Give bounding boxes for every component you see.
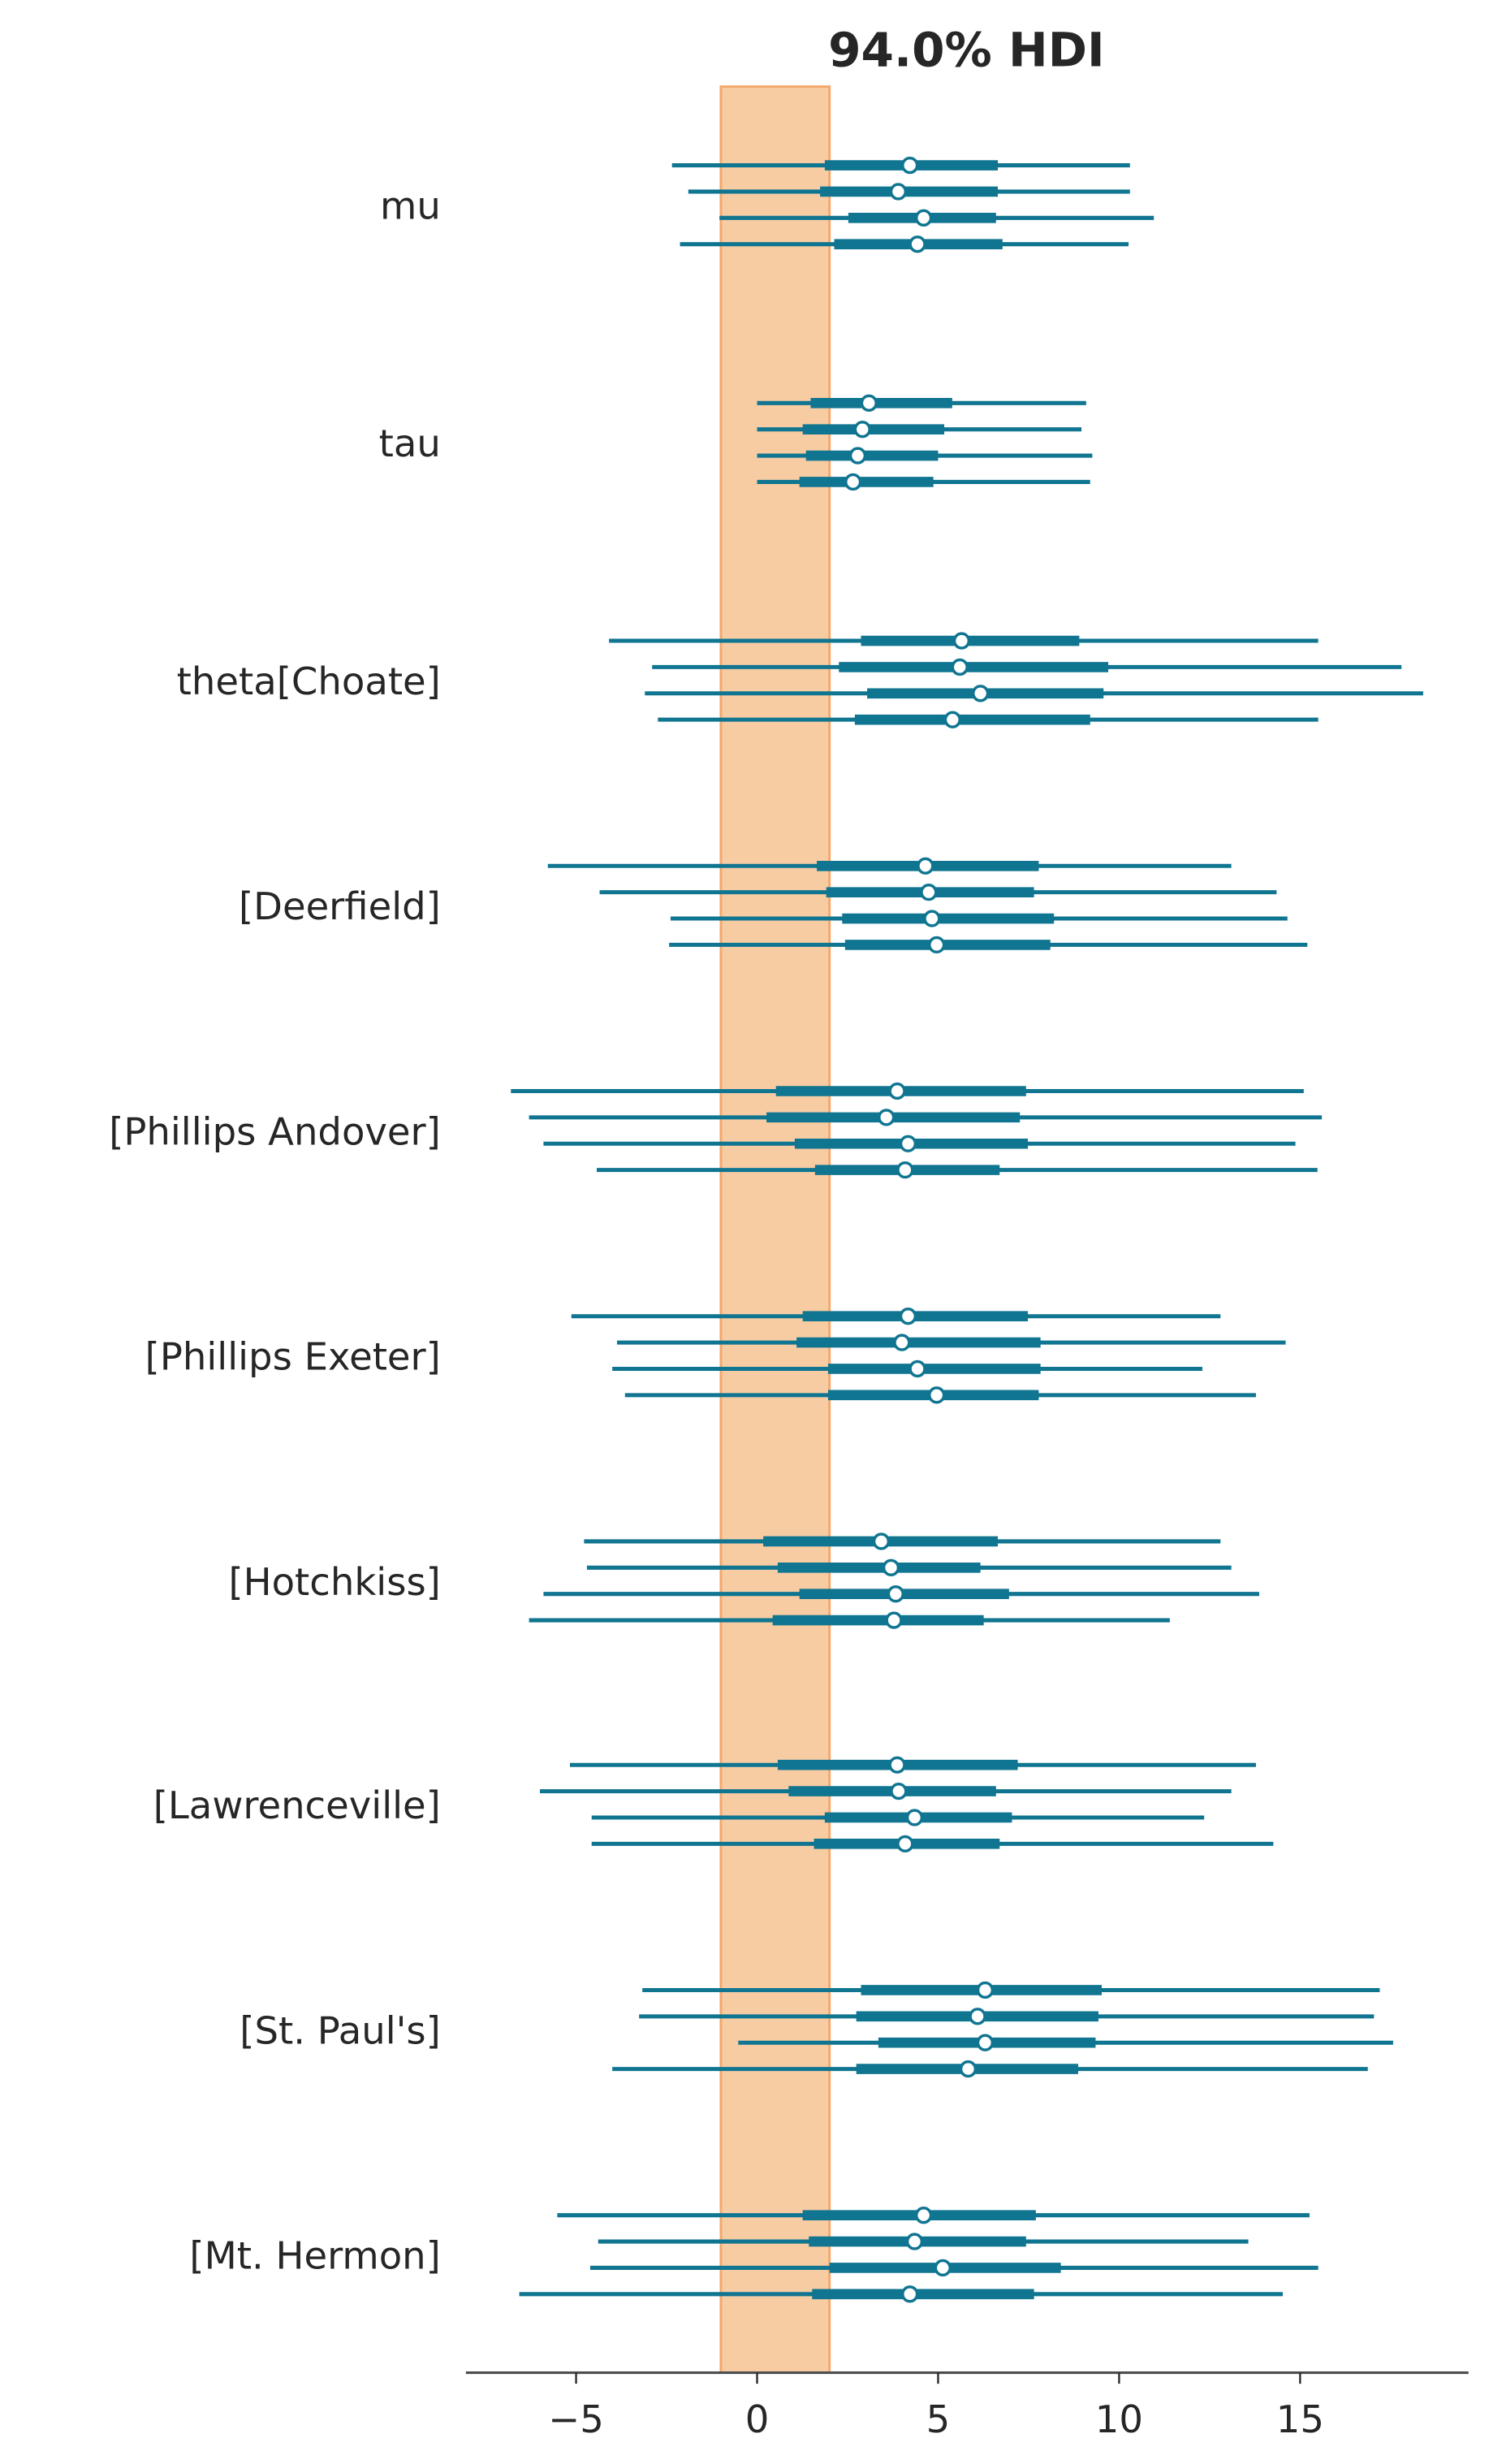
y-tick-label: [Lawrenceville] (153, 1783, 441, 1827)
median-point (914, 209, 933, 227)
chain-interval (511, 1082, 1304, 1100)
chain-interval (599, 883, 1277, 901)
chain-interval (547, 857, 1232, 875)
median-point (896, 1161, 914, 1179)
median-point (848, 447, 867, 465)
chain-interval (680, 236, 1129, 253)
chain-interval (719, 209, 1155, 227)
y-tick-label: tau (379, 421, 441, 465)
chain-interval (642, 1981, 1380, 1999)
chain-interval (688, 183, 1130, 201)
chain-interval (598, 2233, 1249, 2250)
median-point (901, 2285, 919, 2303)
chain-interval (658, 711, 1319, 728)
median-point (899, 1135, 917, 1152)
median-point (890, 1782, 908, 1800)
chain-interval (757, 473, 1090, 491)
median-point (920, 883, 938, 901)
chain-interval (671, 156, 1130, 175)
y-tick-label: [Phillips Andover] (109, 1109, 441, 1153)
median-point (917, 857, 934, 875)
chain-interval (571, 1308, 1221, 1325)
chain-interval (519, 2285, 1283, 2303)
median-point (853, 421, 871, 439)
median-point (860, 394, 878, 412)
median-point (887, 1585, 904, 1603)
median-point (909, 236, 926, 253)
y-tick-label: mu (380, 184, 441, 227)
median-point (969, 2008, 986, 2025)
median-point (928, 1386, 946, 1404)
chain-interval (669, 936, 1308, 954)
median-point (882, 1558, 900, 1576)
chain-interval (652, 658, 1402, 677)
median-point (971, 685, 990, 702)
x-tick-label: 10 (1095, 2397, 1143, 2441)
chain-interval (738, 2034, 1393, 2051)
median-point (952, 632, 971, 650)
median-point (905, 1809, 924, 1826)
chain-interval (612, 1360, 1202, 1378)
chain-interval (624, 1386, 1256, 1404)
median-point (888, 1082, 906, 1100)
median-point (976, 2034, 995, 2051)
median-point (844, 473, 862, 491)
chain-interval (609, 632, 1319, 650)
median-point (885, 1611, 903, 1629)
chain-interval (591, 1835, 1274, 1853)
median-point (872, 1532, 891, 1550)
y-tick-label: [Mt. Hermon] (189, 2234, 440, 2278)
chain-interval (645, 685, 1423, 702)
median-point (934, 2259, 952, 2277)
chain-interval (543, 1135, 1296, 1152)
chain-interval (591, 1809, 1205, 1826)
chain-interval (569, 1756, 1256, 1774)
chain-interval (539, 1782, 1232, 1800)
y-tick-label: [St. Paul's] (240, 2008, 441, 2052)
chain-interval (639, 2008, 1375, 2025)
chain-interval (757, 421, 1082, 439)
median-point (893, 1334, 911, 1351)
chain-interval (596, 1161, 1318, 1179)
chain-interval (757, 447, 1093, 465)
y-tick-label: [Phillips Exeter] (145, 1335, 441, 1379)
chain-interval (529, 1109, 1323, 1126)
chain-interval (589, 2259, 1319, 2277)
chain-interval (616, 1334, 1286, 1351)
chain-interval (557, 2207, 1310, 2224)
median-point (923, 910, 941, 927)
chain-interval (670, 910, 1288, 927)
median-point (888, 1756, 906, 1774)
y-tick-label: [Hotchkiss] (228, 1560, 440, 1604)
median-point (896, 1835, 914, 1853)
chain-interval (584, 1532, 1221, 1550)
x-tick-label: 5 (926, 2397, 951, 2441)
median-point (943, 711, 961, 728)
chain-interval (543, 1585, 1259, 1603)
y-tick-label: [Deerfield] (239, 884, 441, 928)
median-point (889, 183, 908, 201)
median-point (928, 936, 946, 954)
chain-interval (586, 1558, 1232, 1576)
median-point (899, 1308, 917, 1325)
chart-title: 94.0% HDI (828, 22, 1105, 77)
median-point (959, 2060, 978, 2078)
median-point (909, 1360, 926, 1378)
x-tick-label: 15 (1276, 2397, 1324, 2441)
median-point (901, 156, 919, 175)
chain-interval (612, 2060, 1368, 2078)
median-point (914, 2207, 933, 2224)
median-point (905, 2233, 924, 2250)
x-tick-label: 0 (745, 2397, 770, 2441)
chain-interval (757, 394, 1086, 412)
y-tick-label: theta[Choate] (177, 659, 441, 703)
median-point (951, 658, 969, 677)
chain-interval (529, 1611, 1170, 1629)
median-point (878, 1109, 896, 1126)
x-tick-label: −5 (548, 2397, 604, 2441)
median-point (976, 1981, 995, 1999)
